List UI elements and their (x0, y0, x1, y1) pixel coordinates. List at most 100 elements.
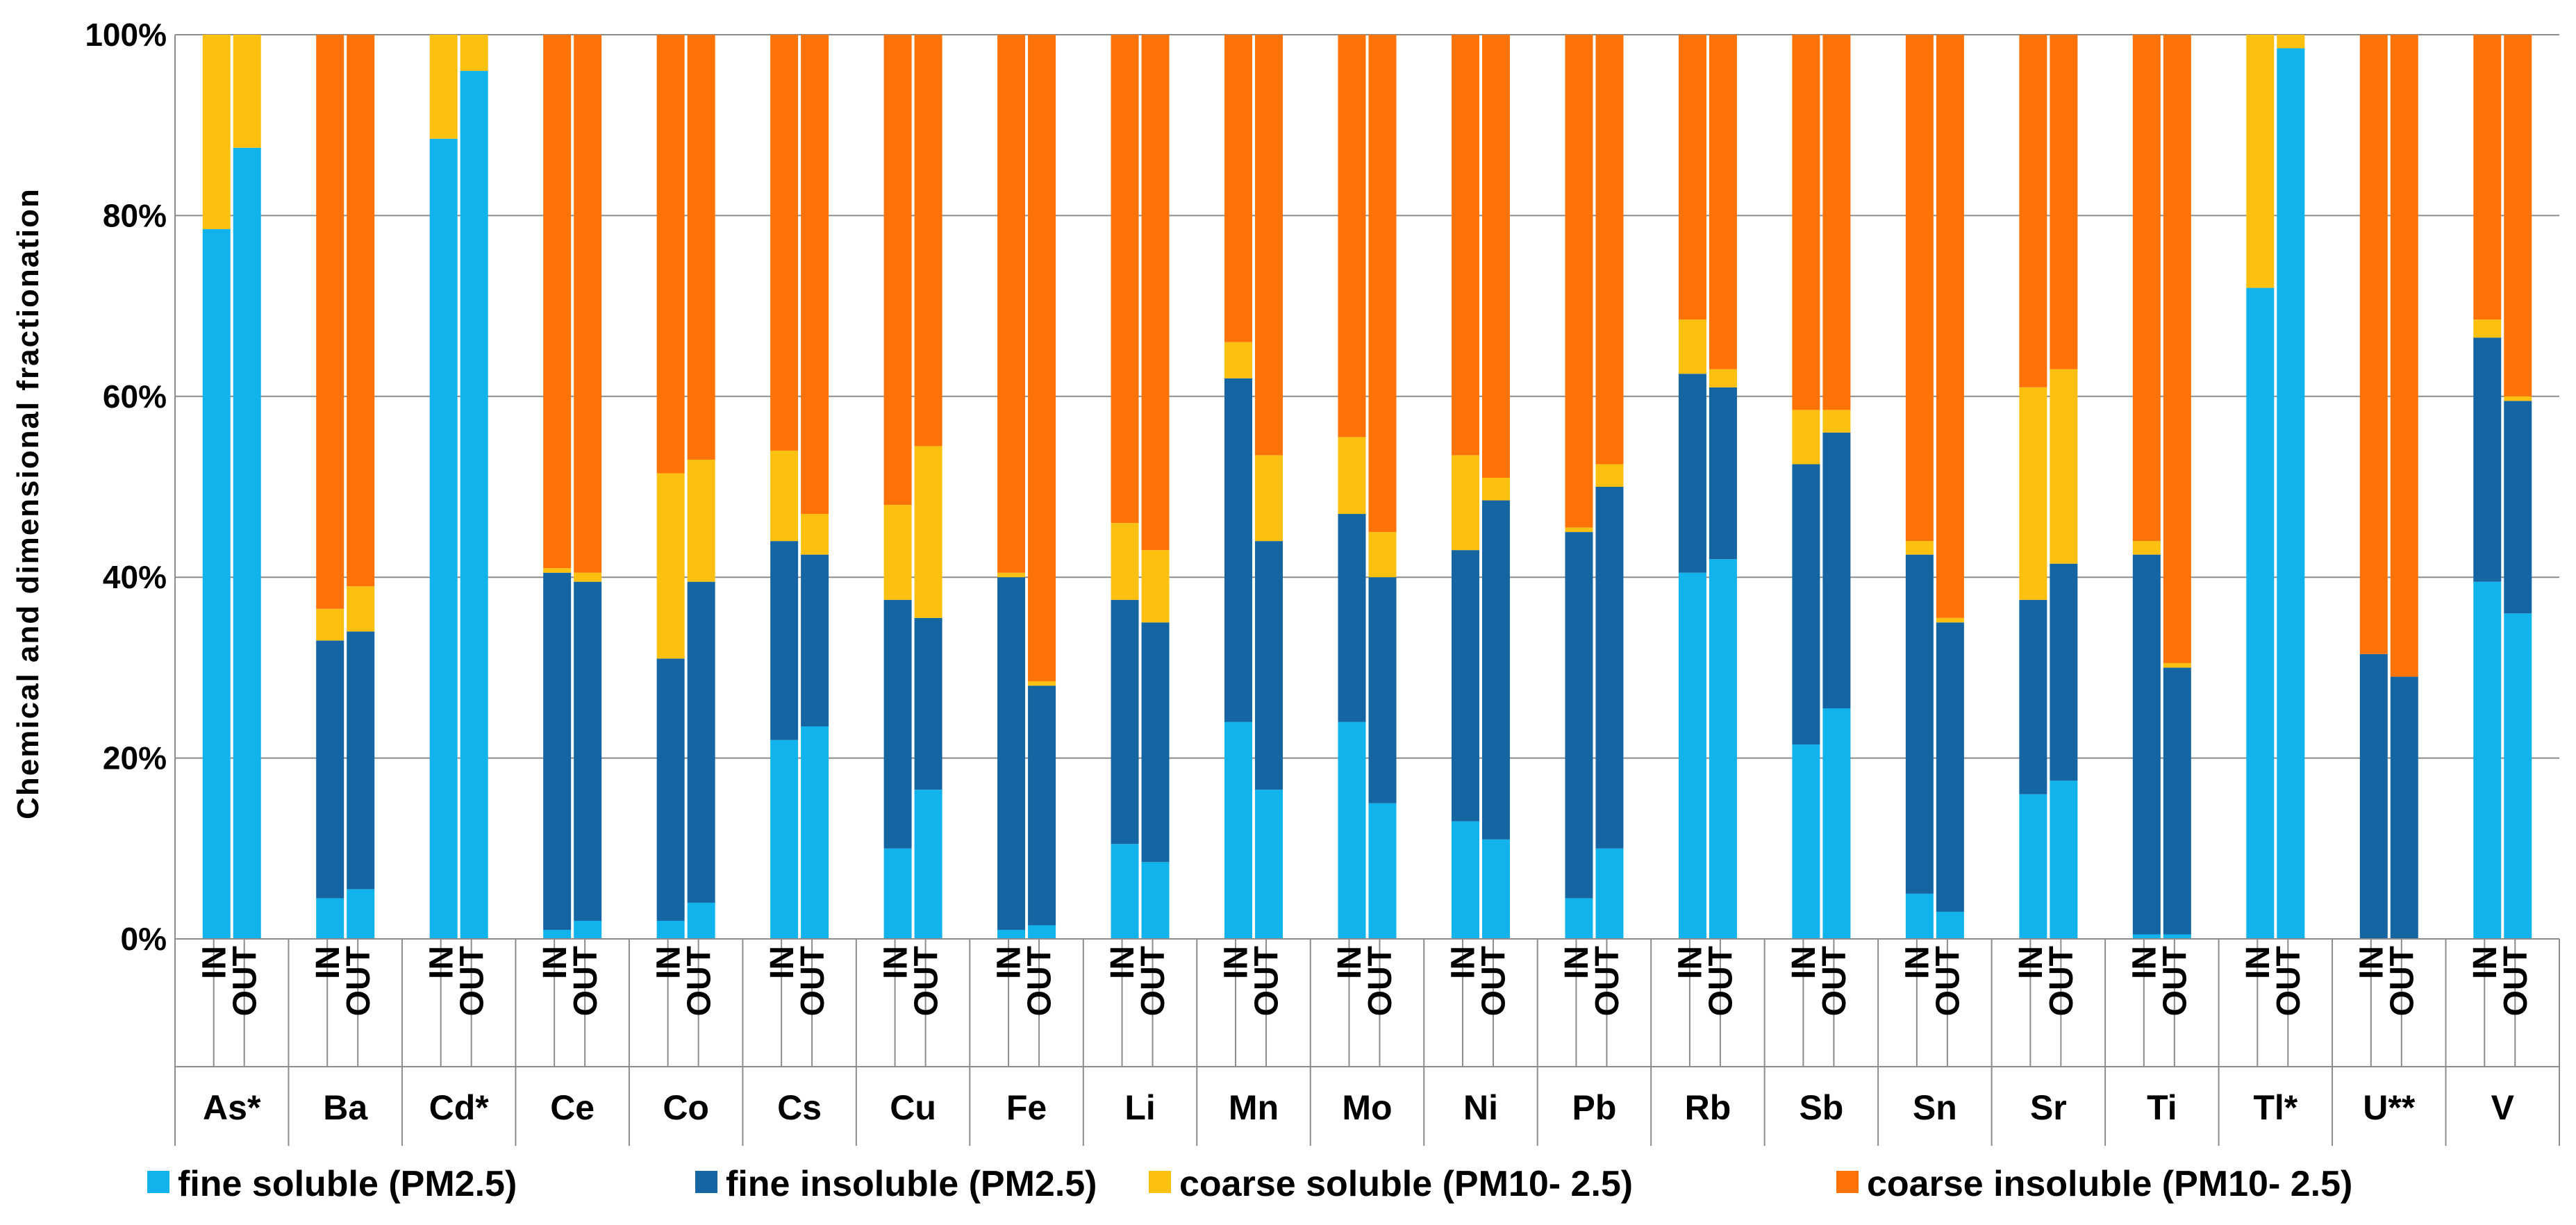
x-subcategory-label: IN (423, 946, 460, 979)
x-subcategory-label: IN (1218, 946, 1255, 979)
bar-segment-Ni-in-4 (1451, 35, 1479, 456)
bar-segment-Mn-out-3 (1255, 455, 1283, 542)
bar-segment-Li-out-4 (1141, 35, 1170, 551)
bar-segment-Co-in-1 (656, 920, 685, 939)
bar-segment-Li-in-3 (1111, 523, 1139, 600)
x-category-label: Sn (1913, 1088, 1957, 1127)
bar-segment-Cu-out-3 (914, 446, 942, 618)
x-category-label: Tl* (2253, 1088, 2297, 1127)
x-category-label: Pb (1572, 1088, 1616, 1127)
bar-segment-Sr-out-4 (2050, 35, 2078, 369)
x-category-label: U** (2363, 1088, 2416, 1127)
bar-segment-Ba-in-2 (316, 640, 344, 899)
bar-segment-Cs-out-1 (801, 726, 829, 939)
bar-segment-Sn-out-1 (1936, 911, 1964, 939)
bar-segment-Co-in-3 (656, 473, 685, 659)
x-subcategory-label: OUT (1930, 946, 1967, 1016)
bar-segment-Sb-out-1 (1822, 708, 1851, 939)
y-tick-label: 0% (121, 921, 167, 957)
bar-segment-Pb-in-2 (1565, 532, 1593, 899)
bar-segment-Fe-out-2 (1028, 685, 1056, 926)
x-category-label: Co (663, 1088, 709, 1127)
bar-segment-Sr-in-4 (2019, 35, 2047, 388)
bar-segment-Ni-in-3 (1451, 455, 1479, 551)
bar-segment-Sn-out-2 (1936, 622, 1964, 912)
x-subcategory-label: OUT (2043, 946, 2080, 1016)
x-subcategory-label: OUT (1476, 946, 1513, 1016)
bar-segment-Ba-in-1 (316, 898, 344, 939)
x-category-label: Cs (777, 1088, 822, 1127)
bar-segment-Sr-in-2 (2019, 599, 2047, 794)
bar-segment-V-out-1 (2504, 613, 2532, 939)
bar-segment-Sn-out-3 (1936, 617, 1964, 623)
x-category-label: As* (203, 1088, 261, 1127)
bar-segment-Cu-out-2 (914, 617, 942, 790)
bar-segment-Ce-in-4 (543, 35, 572, 569)
bar-segment-V-in-3 (2473, 319, 2502, 338)
bar-segment-As-in-3 (202, 35, 231, 229)
y-tick-label: 60% (103, 378, 167, 415)
legend-label: fine soluble (PM2.5) (178, 1164, 517, 1204)
bar-segment-Sb-out-3 (1822, 410, 1851, 433)
x-subcategory-label: IN (2127, 946, 2163, 979)
x-subcategory-label: IN (2013, 946, 2050, 979)
bar-segment-Cu-in-4 (883, 35, 912, 506)
bar-segment-V-in-1 (2473, 581, 2502, 939)
bar-segment-Tl-in-3 (2246, 35, 2275, 288)
bar-segment-Ti-out-4 (2163, 35, 2191, 663)
bar-segment-Sn-in-4 (1905, 35, 1934, 542)
bar-segment-Mo-out-3 (1368, 532, 1397, 578)
bar-segment-Mo-out-4 (1368, 35, 1397, 533)
x-subcategory-label: IN (1900, 946, 1936, 979)
bar-segment-Tl-out-3 (2277, 35, 2305, 49)
bar-segment-Pb-in-1 (1565, 898, 1593, 939)
x-subcategory-label: OUT (340, 946, 377, 1016)
bar-segment-Ti-in-4 (2132, 35, 2161, 542)
x-category-label: Fe (1006, 1088, 1047, 1127)
y-tick-label: 80% (103, 197, 167, 233)
bar-segment-Ba-in-3 (316, 608, 344, 641)
bar-segment-Cs-out-3 (801, 514, 829, 555)
x-subcategory-label: IN (764, 946, 801, 979)
bar-segment-Pb-in-4 (1565, 35, 1593, 528)
bar-segment-Mn-out-2 (1255, 541, 1283, 790)
x-subcategory-label: IN (2467, 946, 2504, 979)
x-category-label: Mn (1229, 1088, 1279, 1127)
bar-segment-Ba-out-2 (347, 631, 375, 890)
bar-segment-Li-out-3 (1141, 550, 1170, 623)
x-subcategory-label: OUT (2384, 946, 2420, 1016)
y-tick-label: 100% (85, 17, 167, 53)
bar-segment-Li-out-1 (1141, 862, 1170, 939)
bar-segment-Fe-out-4 (1028, 35, 1056, 681)
x-subcategory-label: OUT (1816, 946, 1853, 1016)
bar-segment-Fe-in-1 (997, 929, 1026, 939)
bar-segment-Mo-out-1 (1368, 803, 1397, 939)
bar-segment-As-in-1 (202, 228, 231, 939)
bar-segment-Cu-out-4 (914, 35, 942, 447)
bar-segment-Ni-out-1 (1481, 839, 1510, 939)
bar-segment-Rb-in-4 (1678, 35, 1706, 320)
bar-segment-Pb-out-4 (1595, 35, 1624, 465)
bar-segment-Sr-out-3 (2050, 369, 2078, 564)
bar-segment-Sb-in-4 (1792, 35, 1820, 410)
x-subcategory-label: OUT (1703, 946, 1740, 1016)
bar-segment-Rb-in-1 (1678, 572, 1706, 939)
bar-segment-Cu-out-1 (914, 790, 942, 939)
bar-segment-Cd-in-1 (429, 138, 458, 940)
bar-segment-V-in-4 (2473, 35, 2502, 320)
x-category-label: Sr (2030, 1088, 2067, 1127)
bar-segment-Ba-out-3 (347, 586, 375, 632)
bar-segment-Ni-in-2 (1451, 550, 1479, 822)
x-axis: INOUTAs*INOUTBaINOUTCd*INOUTCeINOUTCoINO… (174, 938, 2560, 1146)
bar-segment-Cs-out-2 (801, 554, 829, 727)
legend-label: coarse soluble (PM10- 2.5) (1179, 1164, 1633, 1204)
bar-segment-Ti-in-1 (2132, 934, 2161, 939)
bar-segment-As-out-3 (233, 35, 261, 148)
x-subcategory-label: OUT (681, 946, 717, 1016)
x-subcategory-label: IN (2240, 946, 2277, 979)
bar-segment-Li-in-2 (1111, 599, 1139, 844)
bar-segment-Sr-in-3 (2019, 387, 2047, 600)
bar-segment-Ba-out-4 (347, 35, 375, 587)
x-subcategory-label: IN (2353, 946, 2390, 979)
